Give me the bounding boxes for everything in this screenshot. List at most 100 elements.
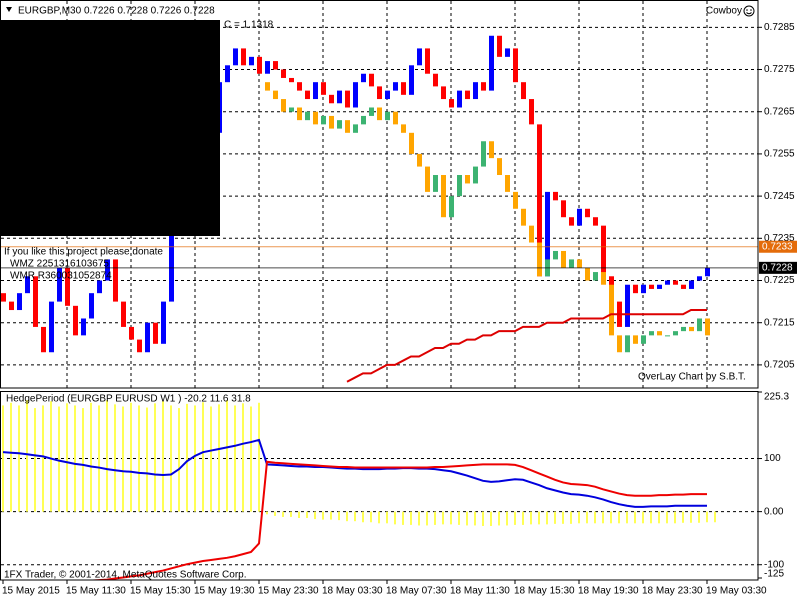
candle (545, 191, 550, 277)
annotation: WMR R360031052874 (10, 271, 112, 282)
candle (705, 267, 710, 277)
candle (625, 284, 630, 327)
candle (121, 301, 126, 327)
histogram-bar (170, 405, 172, 512)
annotation: C = 1.1318 (224, 20, 274, 31)
candle (73, 305, 78, 336)
indicator-frame (0, 391, 759, 581)
candle (329, 94, 334, 104)
histogram-bar (450, 511, 452, 525)
candle (489, 141, 494, 159)
candle (569, 217, 574, 226)
candle (697, 276, 702, 281)
candle (489, 35, 494, 91)
candle (353, 124, 358, 133)
candle (289, 77, 294, 83)
histogram-bar (290, 511, 292, 517)
histogram-bar (594, 511, 596, 524)
candle (1, 293, 6, 302)
histogram-bar (82, 408, 84, 512)
y-tick-label: -125 (764, 569, 784, 580)
histogram-bar (146, 407, 148, 512)
histogram-bar (362, 511, 364, 523)
histogram-bar (618, 511, 620, 524)
candle (337, 90, 342, 104)
candle (569, 259, 574, 268)
y-tick-label: 0.7275 (764, 64, 795, 75)
histogram-bar (514, 511, 516, 525)
candle (401, 124, 406, 133)
candle (345, 90, 350, 108)
candle (265, 61, 270, 74)
histogram-bar (666, 511, 668, 524)
candle (673, 331, 678, 336)
candle (577, 259, 582, 268)
histogram-bar (634, 511, 636, 524)
candle (537, 124, 542, 277)
y-tick-label: 0.7285 (764, 22, 795, 33)
histogram-bar (490, 511, 492, 526)
histogram-bar (698, 511, 700, 523)
histogram-bar (554, 511, 556, 524)
x-tick-label: 18 May 03:30 (322, 586, 383, 597)
candle (305, 90, 310, 100)
candle (681, 284, 686, 289)
x-tick-label: 15 May 15:30 (130, 586, 191, 597)
candle (417, 48, 422, 66)
candle (449, 99, 454, 108)
histogram-bar (418, 511, 420, 526)
histogram-bar (114, 404, 116, 512)
histogram-bar (66, 403, 68, 512)
candle (49, 301, 54, 353)
candle (305, 111, 310, 121)
histogram-bar (330, 511, 332, 520)
menu-icon[interactable] (6, 7, 12, 12)
y-tick-label: 0.00 (764, 506, 784, 517)
histogram-bar (154, 403, 156, 512)
histogram-bar (10, 402, 12, 512)
candle (673, 280, 678, 285)
candle (129, 326, 134, 340)
candle (561, 200, 566, 218)
account-name: Cowboy (706, 6, 742, 17)
histogram-bar (274, 511, 276, 516)
candle (593, 272, 598, 281)
candle (641, 335, 646, 344)
histogram-bar (186, 403, 188, 512)
candle (497, 158, 502, 176)
candle (289, 107, 294, 112)
histogram-bar (178, 408, 180, 512)
histogram-bar (578, 511, 580, 524)
candle (393, 111, 398, 125)
candle (441, 86, 446, 100)
candle (297, 82, 302, 91)
histogram-bar (210, 406, 212, 512)
histogram-bar (250, 406, 252, 512)
candle (321, 82, 326, 95)
y-tick-label: 0.7255 (764, 149, 795, 160)
histogram-bar (650, 511, 652, 524)
candle (409, 132, 414, 154)
histogram-bar (642, 511, 644, 524)
histogram-bar (682, 511, 684, 523)
candle (465, 175, 470, 184)
annotation: If you like this project please donate (4, 247, 163, 258)
x-tick-label: 18 May 15:30 (514, 586, 575, 597)
histogram-bar (34, 408, 36, 512)
candle (81, 318, 86, 336)
histogram-bar (314, 511, 316, 520)
price-label: 0.7228 (762, 262, 793, 273)
candle (481, 141, 486, 167)
candle (697, 318, 702, 332)
candle (225, 65, 230, 83)
x-tick-label: 15 May 11:30 (66, 586, 126, 597)
candle (329, 115, 334, 129)
histogram-bar (234, 405, 236, 512)
annotation: WMZ 2251316103675 (10, 259, 109, 270)
candle (473, 82, 478, 100)
x-tick-label: 18 May 19:30 (578, 586, 639, 597)
price-label-box (759, 261, 797, 274)
y-tick-label: 100 (764, 453, 781, 464)
candle (577, 208, 582, 226)
